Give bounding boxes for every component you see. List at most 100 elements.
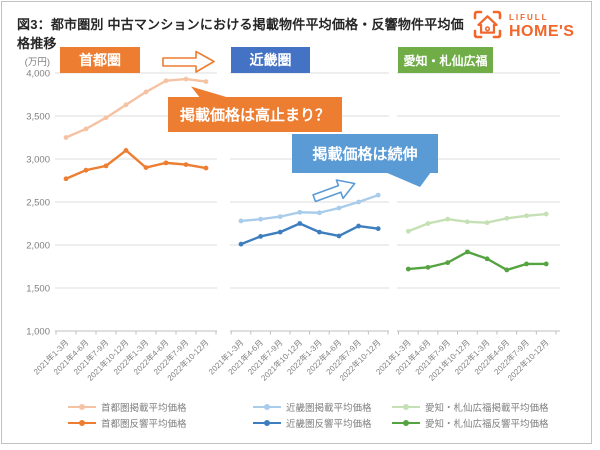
data-point [203, 165, 209, 171]
callout-tail [191, 86, 233, 99]
data-point [123, 102, 129, 108]
legend-line-marker-icon [68, 403, 96, 411]
house-viewfinder-icon [472, 9, 503, 45]
region-badge-shutoken: 首都圏 [60, 47, 140, 73]
data-point [524, 213, 529, 219]
legend-line-marker-icon [392, 419, 420, 427]
legend-line-marker-icon [68, 419, 96, 427]
data-point [83, 167, 89, 173]
data-point [83, 126, 89, 132]
logo-service-name: HOME'S [509, 23, 575, 40]
region-badge-aichi: 愛知・札仙広福 [398, 47, 493, 73]
legend-item: 首都圏反響平均価格 [68, 415, 187, 431]
data-point [465, 249, 470, 255]
legend-line-marker-icon [253, 403, 281, 411]
region-badge-kinki: 近畿圏 [231, 47, 310, 73]
data-point [356, 199, 361, 205]
data-point [543, 211, 549, 217]
data-point [63, 176, 69, 182]
data-point [317, 229, 322, 235]
data-point [238, 241, 244, 247]
series-line [65, 149, 207, 180]
legend-label: 愛知・札仙広福掲載平均価格 [425, 403, 549, 414]
data-point [143, 89, 149, 95]
data-point [238, 218, 244, 224]
series-line [240, 222, 379, 246]
data-point [504, 267, 510, 273]
series-line [65, 77, 207, 139]
legend-item: 愛知・札仙広福掲載平均価格 [392, 399, 549, 415]
svg-text:3,500: 3,500 [26, 112, 50, 123]
data-point [484, 256, 490, 262]
data-point [504, 215, 510, 221]
data-point [445, 260, 451, 266]
right-arrow-icon [162, 50, 215, 73]
series-line [408, 250, 547, 272]
data-point [445, 216, 451, 222]
legend-column: 首都圏掲載平均価格 首都圏反響平均価格 [68, 399, 187, 431]
data-point [143, 165, 149, 171]
data-point [258, 234, 263, 239]
svg-text:4,000: 4,000 [26, 69, 50, 80]
svg-text:2,500: 2,500 [26, 198, 50, 209]
data-point [277, 229, 283, 235]
legend-item: 近畿圏掲載平均価格 [253, 399, 372, 415]
data-point [336, 233, 342, 239]
svg-text:1,500: 1,500 [26, 284, 50, 295]
data-point [425, 221, 431, 226]
legend-column: 愛知・札仙広福掲載平均価格 愛知・札仙広福反響平均価格 [392, 399, 549, 431]
data-point [375, 192, 381, 198]
data-point [203, 79, 209, 84]
data-point [258, 216, 263, 222]
legend-label: 近畿圏反響平均価格 [286, 419, 372, 430]
data-point [297, 221, 303, 226]
legend-item: 愛知・札仙広福反響平均価格 [392, 415, 549, 431]
series-line [240, 193, 379, 223]
callout-listing-price-plateau: 掲載価格は高止まり？ [168, 97, 342, 132]
series-line [407, 212, 547, 233]
legend-line-marker-icon [253, 419, 281, 427]
legend-item: 近畿圏反響平均価格 [253, 415, 372, 431]
logo-brand-name: LIFULL [509, 13, 549, 22]
data-point [375, 226, 381, 232]
data-point [103, 163, 109, 169]
up-right-arrow-icon [312, 179, 356, 203]
figure-border [1, 1, 592, 444]
legend-label: 首都圏掲載平均価格 [101, 403, 187, 414]
chart-legend: 首都圏掲載平均価格 首都圏反響平均価格 近畿圏掲載平均価格 近畿圏反響平均価格 愛知・札… [0, 399, 600, 439]
svg-text:1,000: 1,000 [26, 327, 50, 338]
data-point [277, 214, 283, 220]
data-point [317, 210, 322, 216]
data-point [425, 264, 431, 270]
data-point [484, 220, 490, 226]
svg-text:(万円): (万円) [25, 57, 50, 68]
data-point [543, 261, 549, 267]
svg-text:2,000: 2,000 [26, 241, 50, 252]
figure-title: 図3：都市圏別 中古マンションにおける掲載物件平均価格・反響物件平均価格推移 [17, 17, 464, 51]
lifull-homes-logo: LIFULL HOME'S [472, 9, 574, 45]
callout-listing-price-rising: 掲載価格は続伸 [292, 134, 438, 173]
legend-column: 近畿圏掲載平均価格 近畿圏反響平均価格 [253, 399, 372, 431]
legend-label: 愛知・札仙広福反響平均価格 [425, 419, 549, 430]
legend-line-marker-icon [392, 403, 420, 411]
data-point [405, 266, 411, 272]
data-point [405, 228, 411, 234]
data-point [297, 209, 303, 215]
data-point [183, 76, 189, 82]
data-point [465, 219, 470, 225]
data-point [63, 135, 69, 140]
data-point [103, 115, 109, 121]
svg-text:3,000: 3,000 [26, 155, 50, 166]
data-point [336, 205, 342, 211]
legend-label: 近畿圏掲載平均価格 [286, 403, 372, 414]
data-point [123, 148, 129, 153]
data-point [163, 160, 169, 166]
data-point [524, 261, 529, 267]
legend-label: 首都圏反響平均価格 [101, 419, 187, 430]
data-point [356, 223, 361, 229]
callout-tail [385, 172, 431, 187]
data-point [183, 162, 189, 167]
data-point [163, 78, 169, 84]
